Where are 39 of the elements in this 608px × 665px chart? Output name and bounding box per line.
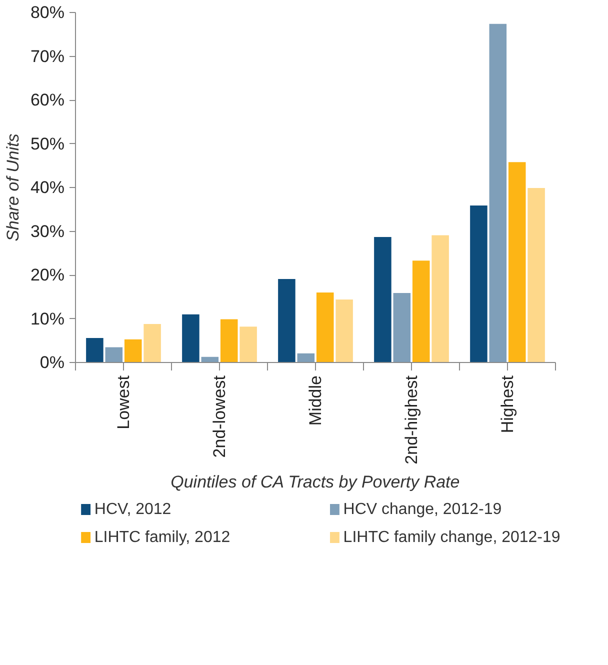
bar <box>182 314 200 362</box>
bar <box>470 205 488 362</box>
y-tick-label: 80% <box>30 3 65 22</box>
y-axis-title: Share of Units <box>3 133 22 242</box>
x-tick-label: Middle <box>306 375 325 426</box>
bar <box>220 319 238 362</box>
x-tick-label: Highest <box>498 375 517 434</box>
bar <box>240 326 257 362</box>
legend-label: HCV, 2012 <box>94 501 172 518</box>
y-tick-label: 50% <box>30 134 65 154</box>
y-tick-label: 30% <box>30 222 65 241</box>
bar <box>432 235 449 362</box>
bar <box>528 188 545 362</box>
legend-label: HCV change, 2012-19 <box>343 501 502 518</box>
x-axis-title: Quintiles of CA Tracts by Poverty Rate <box>170 472 460 492</box>
legend-label: LIHTC family change, 2012-19 <box>343 529 560 546</box>
bar <box>393 292 411 362</box>
y-tick-label: 0% <box>40 353 65 372</box>
legend-label: LIHTC family, 2012 <box>94 529 230 546</box>
bar <box>412 260 430 362</box>
bar <box>297 353 315 362</box>
x-tick-label: 2nd-highest <box>402 375 421 464</box>
bar <box>316 292 334 362</box>
y-tick-label: 10% <box>30 309 65 328</box>
bar <box>489 24 507 362</box>
bar <box>278 278 296 362</box>
bar <box>144 324 161 362</box>
bar <box>336 300 353 362</box>
bar <box>105 347 123 362</box>
y-tick-label: 40% <box>30 178 65 197</box>
x-tick-label: 2nd-lowest <box>210 375 229 458</box>
y-tick-label: 60% <box>30 90 65 110</box>
bar <box>86 338 104 362</box>
y-tick-label: 20% <box>30 266 65 284</box>
bar <box>374 236 392 362</box>
bar <box>508 162 526 362</box>
bar <box>124 339 142 362</box>
y-tick-label: 70% <box>30 46 65 66</box>
x-tick-label: Lowest <box>114 375 133 430</box>
